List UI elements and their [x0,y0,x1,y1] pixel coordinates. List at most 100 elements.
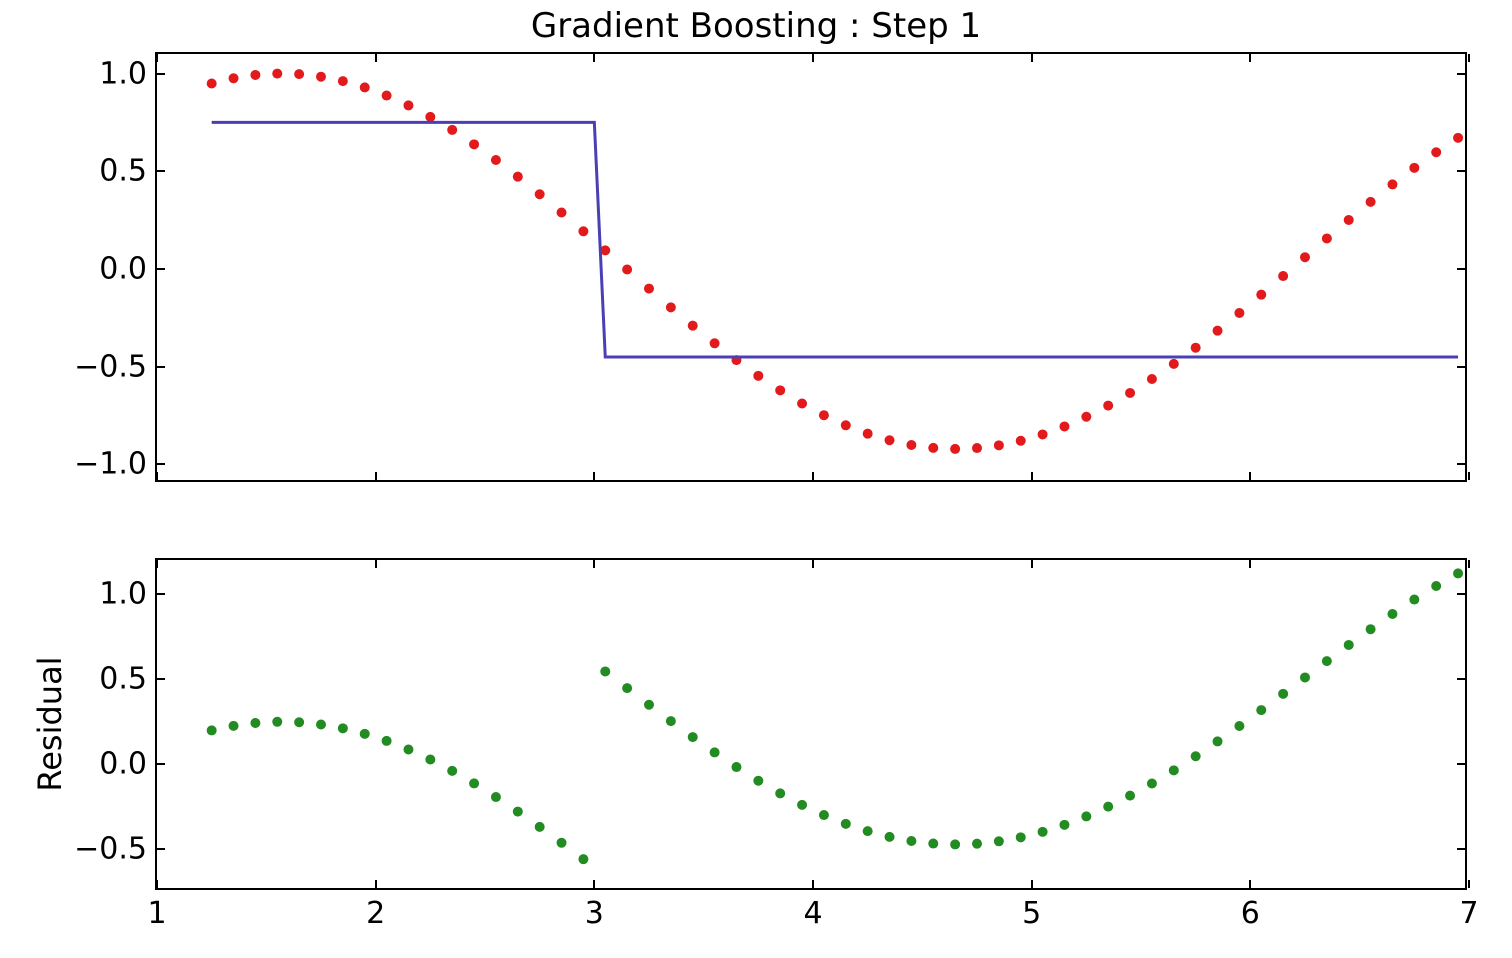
ytick-label: −0.5 [74,832,157,867]
scatter-point [447,125,457,135]
scatter-point [1366,624,1376,634]
scatter-point [885,435,895,445]
scatter-point [1366,197,1376,207]
scatter-point [1103,802,1113,812]
xtick-label: 7 [1459,888,1478,931]
scatter-point [1191,751,1201,761]
scatter-point [1059,820,1069,830]
xtick-mark [1249,560,1251,568]
ytick-mark [1457,170,1465,172]
xtick-mark [593,472,595,480]
xtick-mark [1468,472,1470,480]
xtick-label: 2 [366,888,385,931]
xtick-mark [812,560,814,568]
xtick-mark [375,560,377,568]
scatter-point [1322,233,1332,243]
scatter-point [1431,147,1441,157]
scatter-point [229,73,239,83]
scatter-point [1103,401,1113,411]
ytick-mark [157,73,165,75]
scatter-point [753,371,763,381]
scatter-point [1234,308,1244,318]
ytick-mark [157,848,165,850]
scatter-point [666,302,676,312]
scatter-point [491,792,501,802]
xtick-mark [593,560,595,568]
scatter-point [1256,705,1266,715]
scatter-point [557,208,567,218]
xtick-mark [156,880,158,888]
scatter-point [710,747,720,757]
ytick-mark [1457,73,1465,75]
scatter-point [513,172,523,182]
axes-bottom-ylabel: Residual [31,656,69,791]
ytick-mark [157,366,165,368]
ytick-mark [157,268,165,270]
scatter-point [972,443,982,453]
scatter-point [1191,343,1201,353]
xtick-mark [812,880,814,888]
scatter-point [1453,133,1463,143]
scatter-point [447,766,457,776]
ytick-mark [157,593,165,595]
scatter-point [841,420,851,430]
scatter-point [316,72,326,82]
xtick-mark [156,560,158,568]
ytick-mark [1457,848,1465,850]
scatter-point [535,189,545,199]
scatter-point [382,736,392,746]
xtick-mark [1249,472,1251,480]
xtick-mark [375,54,377,62]
scatter-point [928,443,938,453]
xtick-mark [1468,880,1470,888]
scatter-point [666,716,676,726]
ytick-mark [157,170,165,172]
ytick-label: −1.0 [74,447,157,482]
scatter-point [797,800,807,810]
scatter-point [775,385,785,395]
ytick-label: 0.0 [99,747,157,782]
scatter-point [1344,215,1354,225]
ytick-mark [1457,268,1465,270]
scatter-point [1409,595,1419,605]
xtick-label: 6 [1241,888,1260,931]
scatter-point [710,338,720,348]
scatter-point [1256,290,1266,300]
scatter-point [1081,811,1091,821]
scatter-point [906,836,916,846]
ytick-label: 0.0 [99,252,157,287]
scatter-point [1081,412,1091,422]
xtick-mark [375,880,377,888]
scatter-point [819,410,829,420]
scatter-point [972,839,982,849]
figure-title: Gradient Boosting : Step 1 [0,6,1512,46]
xtick-mark [593,54,595,62]
scatter-point [250,70,260,80]
scatter-point [1038,429,1048,439]
scatter-point [753,776,763,786]
scatter-point [841,819,851,829]
scatter-point [863,429,873,439]
scatter-point [403,745,413,755]
xtick-mark [1031,880,1033,888]
scatter-point [1300,252,1310,262]
xtick-mark [1031,54,1033,62]
scatter-point [600,666,610,676]
scatter-point [906,440,916,450]
scatter-point [360,729,370,739]
scatter-point [1059,421,1069,431]
scatter-point [229,721,239,731]
xtick-mark [1468,560,1470,568]
scatter-point [250,718,260,728]
scatter-point [469,139,479,149]
scatter-point [1016,832,1026,842]
scatter-point [622,265,632,275]
scatter-point [338,76,348,86]
plot-bottom [157,560,1465,888]
scatter-point [622,683,632,693]
ytick-mark [157,763,165,765]
xtick-label: 4 [803,888,822,931]
scatter-point [557,838,567,848]
scatter-point [294,717,304,727]
scatter-point [1125,791,1135,801]
